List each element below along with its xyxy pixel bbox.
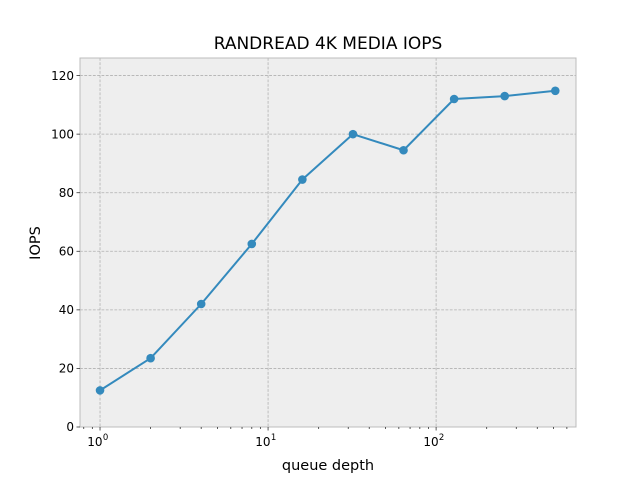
data-point	[298, 175, 307, 184]
data-point	[196, 299, 206, 309]
series-line	[95, 86, 560, 395]
y-tick-label: 20	[59, 362, 74, 376]
data-point	[95, 386, 105, 395]
y-tick-label: 100	[51, 127, 74, 141]
data-point	[500, 91, 510, 101]
x-tick-label-base: 10	[423, 435, 438, 449]
x-tick-label-base: 10	[87, 435, 102, 449]
y-tick-label: 80	[59, 186, 74, 200]
y-tick-label: 120	[51, 69, 74, 83]
x-axis-label: queue depth	[282, 458, 374, 474]
x-tick-label-exponent: 2	[439, 433, 444, 443]
data-point	[146, 353, 155, 363]
y-tick-label: 40	[59, 303, 74, 317]
series-line-path	[99, 89, 556, 392]
x-tick-label-exponent: 1	[271, 433, 276, 443]
plot-frame	[79, 57, 577, 428]
x-tick-label: 10 0	[87, 433, 108, 449]
y-tick-label: 0	[66, 420, 74, 434]
plot-background	[80, 58, 576, 427]
data-point	[399, 145, 408, 155]
y-tick-label: 60	[59, 244, 74, 258]
x-tick-label: 10 2	[423, 433, 444, 449]
data-point	[449, 94, 459, 104]
x-tick-label: 10 1	[255, 433, 276, 449]
data-point	[550, 86, 560, 96]
data-point	[348, 129, 358, 139]
x-tick-label-base: 10	[255, 435, 270, 449]
y-axis-label: IOPS	[28, 226, 44, 260]
chart-title: RANDREAD 4K MEDIA IOPS	[214, 34, 443, 54]
data-point	[247, 239, 257, 249]
grid	[80, 58, 576, 428]
x-tick-label-exponent: 0	[103, 433, 108, 443]
